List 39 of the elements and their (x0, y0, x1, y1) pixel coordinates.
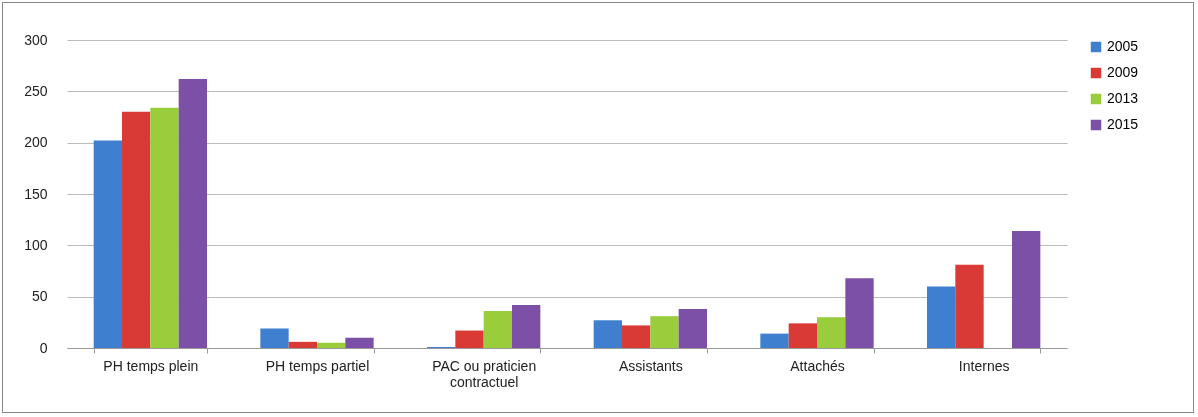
x-tick-label: PAC ou praticien contractuel (432, 357, 537, 390)
bar (845, 278, 874, 348)
y-tick-label: 50 (31, 288, 48, 305)
x-tick-label: Assistants (618, 357, 683, 374)
bar (455, 330, 484, 348)
bar (483, 311, 512, 348)
legend-label: 2005 (1107, 38, 1139, 54)
legend-label: 2013 (1107, 90, 1139, 106)
bar (93, 140, 122, 348)
y-tick-label: 200 (24, 134, 48, 151)
y-tick-label: 0 (39, 339, 48, 356)
bar (260, 328, 289, 348)
bar (927, 286, 956, 348)
bar (1012, 230, 1041, 348)
bar (650, 316, 679, 348)
bar (288, 341, 317, 348)
x-tick-label: PH temps partiel (265, 357, 370, 374)
bar (122, 111, 151, 348)
bar (593, 320, 622, 348)
legend-label: 2015 (1107, 116, 1139, 132)
bar (622, 325, 651, 348)
bar (817, 317, 846, 348)
bar (512, 304, 541, 348)
legend-label: 2009 (1107, 64, 1139, 80)
bar (150, 107, 179, 348)
bar (678, 308, 707, 348)
bar (317, 342, 346, 348)
y-tick-label: 300 (24, 31, 48, 48)
bar (345, 337, 374, 348)
bar (955, 264, 984, 348)
bar (788, 323, 817, 348)
x-tick-label: Attachés (790, 357, 845, 374)
y-tick-label: 100 (24, 236, 48, 253)
y-tick-label: 250 (24, 82, 48, 99)
y-tick-label: 150 (24, 185, 48, 202)
bar (760, 333, 789, 348)
x-tick-label: Internes (958, 357, 1010, 374)
bar (178, 79, 207, 348)
x-tick-label: PH temps plein (103, 357, 199, 374)
